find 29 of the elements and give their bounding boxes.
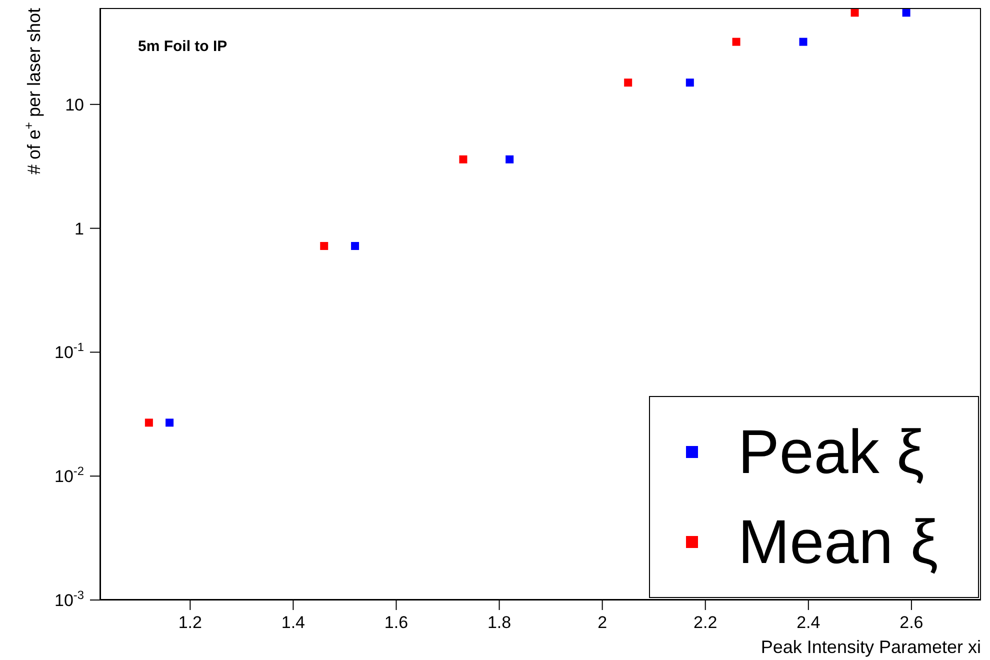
point [506, 155, 514, 164]
x-tick-label: 2 [598, 613, 608, 632]
point [902, 8, 910, 17]
x-tick-label: 2.4 [796, 613, 820, 632]
x-tick-label: 1.8 [487, 613, 512, 632]
point [144, 418, 153, 427]
point [166, 418, 174, 427]
x-tick-label: 2.6 [900, 613, 924, 632]
y-tick-label: 1 [74, 219, 84, 238]
point [850, 8, 859, 17]
y-tick-label: 10$^{-3}$ [54, 588, 84, 610]
point [351, 242, 360, 250]
x-tick-label: 1.4 [281, 613, 306, 632]
x-tick-label: 1.2 [178, 613, 202, 632]
legend-label: Peak ξ [738, 416, 924, 488]
y-tick-label: 10 [65, 95, 84, 114]
point [686, 78, 694, 87]
y-tick-label: 10$^{-2}$ [54, 464, 84, 486]
annotation: 5m Foil to IP [138, 38, 228, 55]
x-tick-label: 1.6 [384, 613, 408, 632]
x-axis-title: Peak Intensity Parameter xi [760, 636, 981, 658]
legend-label: Mean ξ [738, 506, 938, 578]
point [799, 38, 808, 46]
point [624, 78, 632, 87]
point [732, 38, 740, 46]
point [459, 155, 468, 164]
point [320, 242, 328, 250]
x-tick-label: 2.2 [694, 613, 718, 632]
y-tick-label: 10$^{-1}$ [54, 340, 84, 362]
